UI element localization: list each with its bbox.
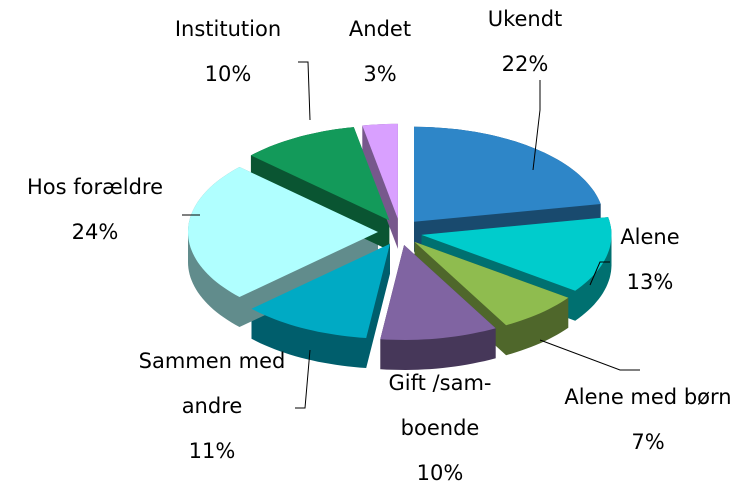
category-label: Gift /sam- boende: [388, 371, 492, 440]
leader-line: [295, 349, 311, 409]
value-label: 13%: [626, 270, 674, 294]
value-label: 24%: [71, 220, 119, 244]
data-label: Institution 10%: [108, 7, 348, 97]
value-label: 11%: [188, 439, 236, 463]
data-label: Andet 3%: [260, 7, 500, 97]
value-label: 3%: [363, 62, 397, 86]
value-label: 10%: [416, 461, 464, 485]
value-label: 22%: [501, 52, 549, 76]
slices: [188, 123, 612, 370]
leader-line: [589, 261, 610, 286]
category-label: Sammen med andre: [138, 349, 286, 418]
category-label: Hos forældre: [26, 175, 163, 199]
slice: [414, 126, 601, 222]
data-label: Ukendt 22%: [405, 0, 645, 87]
data-label: Hos forældre 24%: [0, 165, 215, 255]
data-label: Alene 13%: [530, 215, 742, 305]
category-label: Andet: [348, 17, 412, 41]
category-label: Alene med børn: [564, 385, 732, 409]
leader-line: [532, 80, 541, 171]
value-label: 10%: [204, 62, 252, 86]
value-label: 7%: [631, 430, 665, 454]
leader-line: [539, 339, 640, 371]
slice: [421, 217, 612, 291]
slice: [362, 123, 398, 219]
category-label: Institution: [174, 17, 282, 41]
slice: [250, 127, 390, 221]
data-label: Alene med børn 7%: [528, 375, 742, 465]
data-label: Gift /sam- boende 10%: [320, 361, 560, 488]
leader-line: [298, 61, 311, 121]
data-label: Sammen med andre 11%: [92, 339, 332, 474]
category-label: Ukendt: [487, 7, 563, 31]
slice: [188, 167, 378, 297]
slice: [380, 245, 496, 340]
category-label: Alene: [620, 225, 680, 249]
slice: [251, 243, 390, 338]
slice: [414, 241, 569, 326]
